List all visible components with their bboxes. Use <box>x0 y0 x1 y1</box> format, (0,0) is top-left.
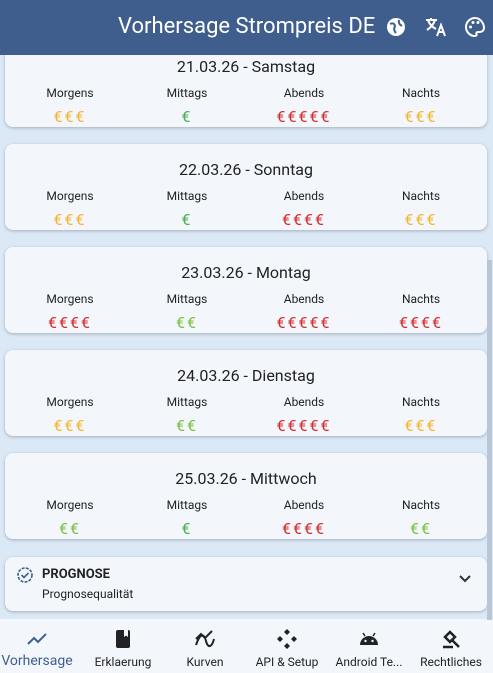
nav-label: Vorhersage <box>1 653 73 669</box>
price-level: €€ <box>176 313 198 332</box>
language-globe-button[interactable] <box>385 16 407 38</box>
nav-label: Erklaerung <box>94 655 152 669</box>
price-level: €€ <box>176 416 198 435</box>
nav-icon <box>27 633 47 645</box>
price-level: €€€€ <box>282 210 326 229</box>
nav-item[interactable]: Android Te... <box>328 619 410 673</box>
day-title: 21.03.26 - Samstag <box>176 57 316 76</box>
price-level: €€€ <box>53 416 87 435</box>
nav-label: Android Te... <box>335 655 403 669</box>
slot-label: Morgens <box>46 498 94 512</box>
slot-label: Morgens <box>46 189 94 203</box>
theme-palette-button[interactable] <box>464 16 486 38</box>
price-level: €€€€ <box>399 313 443 332</box>
slot-label: Abends <box>283 86 325 100</box>
expand-chevron <box>459 575 471 583</box>
price-level: €€€ <box>404 107 438 126</box>
day-card: 23.03.26 - Montag Morgens €€€€ Mittags €€ Abe… <box>5 247 487 333</box>
nav-icon <box>116 630 130 648</box>
forecast-panel[interactable]: PROGNOSE Prognosequalität <box>5 557 487 611</box>
slot-label: Nachts <box>401 498 441 512</box>
forecast-subtitle: Prognosequalität <box>42 587 134 601</box>
nav-item[interactable]: Rechtliches <box>410 619 492 673</box>
price-level: € <box>181 519 193 538</box>
price-level: €€ <box>59 519 81 538</box>
price-level: €€€ <box>53 107 87 126</box>
slot-label: Morgens <box>46 86 94 100</box>
day-title: 24.03.26 - Dienstag <box>177 366 315 385</box>
nav-item[interactable]: Kurven <box>164 619 246 673</box>
nav-item[interactable]: Erklaerung <box>82 619 164 673</box>
day-card: 21.03.26 - Samstag Morgens €€€ Mittags € Aben… <box>5 41 487 127</box>
slot-label: Morgens <box>46 292 94 306</box>
scrollbar <box>487 260 492 620</box>
nav-icon <box>277 629 297 649</box>
slot-label: Mittags <box>166 189 208 203</box>
slot-label: Morgens <box>46 395 94 409</box>
slot-label: Abends <box>283 189 325 203</box>
price-level: €€€€€ <box>276 416 332 435</box>
nav-label: Kurven <box>186 655 224 669</box>
bottom-navigation: Vorhersage Erklaerung Kurven API & Setup And… <box>0 619 493 673</box>
nav-item[interactable]: API & Setup <box>246 619 328 673</box>
slot-label: Mittags <box>166 86 208 100</box>
slot-label: Mittags <box>166 292 208 306</box>
price-level: €€€ <box>53 210 87 229</box>
price-level: €€€ <box>404 416 438 435</box>
slot-label: Nachts <box>401 395 441 409</box>
verified-icon <box>17 567 33 583</box>
day-title: 23.03.26 - Montag <box>181 263 311 282</box>
price-level: €€€€ <box>282 519 326 538</box>
app-bar: Vorhersage Strompreis DE <box>0 0 493 55</box>
app-title: Vorhersage Strompreis DE <box>118 14 376 39</box>
nav-icon <box>195 630 215 647</box>
translate-button[interactable] <box>424 15 448 39</box>
price-level: €€ <box>410 519 432 538</box>
slot-label: Abends <box>283 395 325 409</box>
nav-label: API & Setup <box>255 655 319 669</box>
nav-icon <box>360 632 378 645</box>
price-level: € <box>181 210 193 229</box>
price-level: €€€€€ <box>276 107 332 126</box>
price-level: €€€€ <box>48 313 92 332</box>
slot-label: Mittags <box>166 395 208 409</box>
forecast-title: PROGNOSE <box>42 567 110 582</box>
price-level: €€€ <box>404 210 438 229</box>
day-card: 25.03.26 - Mittwoch Morgens €€ Mittags € Aben… <box>5 453 487 539</box>
nav-item[interactable]: Vorhersage <box>0 619 78 673</box>
day-title: 25.03.26 - Mittwoch <box>175 469 317 488</box>
day-card: 22.03.26 - Sonntag Morgens €€€ Mittags € Aben… <box>5 144 487 230</box>
price-level: €€€€€ <box>276 313 332 332</box>
slot-label: Nachts <box>401 292 441 306</box>
slot-label: Nachts <box>401 189 441 203</box>
nav-icon <box>443 630 460 649</box>
slot-label: Abends <box>283 292 325 306</box>
day-card: 24.03.26 - Dienstag Morgens €€€ Mittags €€ Ab… <box>5 350 487 436</box>
nav-label: Rechtliches <box>420 655 482 669</box>
slot-label: Mittags <box>166 498 208 512</box>
slot-label: Abends <box>283 498 325 512</box>
day-title: 22.03.26 - Sonntag <box>179 160 313 179</box>
price-level: € <box>181 107 193 126</box>
slot-label: Nachts <box>401 86 441 100</box>
